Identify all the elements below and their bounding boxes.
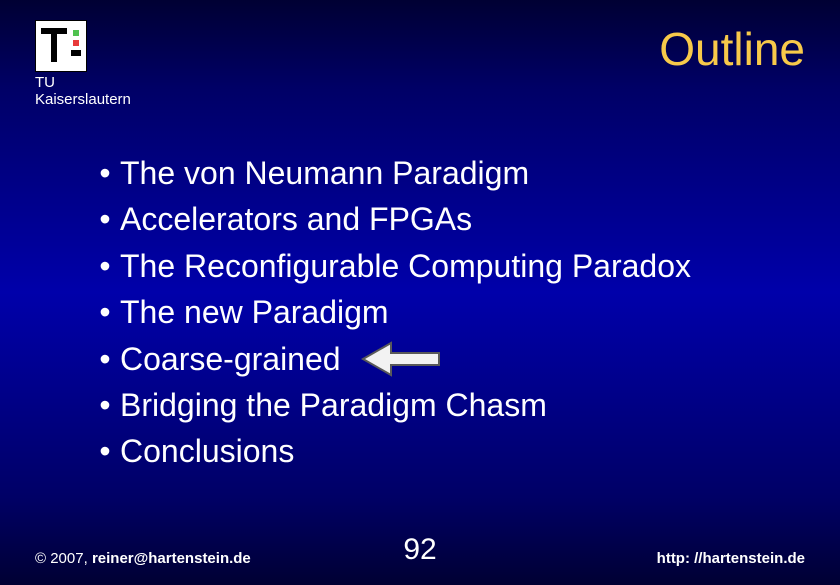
copyright-email: reiner@hartenstein.de [92,550,251,567]
org-name: TU Kaiserslautern [35,74,805,109]
slide-footer: © 2007, reiner@hartenstein.de 92 http: /… [0,550,840,567]
page-number: 92 [403,533,436,567]
footer-url: http: //hartenstein.de [657,550,805,567]
org-line1: TU [35,74,805,91]
bullet-dot-icon: • [90,289,120,335]
slide-header: TU Kaiserslautern Outline [0,0,840,110]
bullet-item: •The new Paradigm [90,289,810,335]
bullet-text: Accelerators and FPGAs [120,196,472,242]
bullet-text: Conclusions [120,428,294,474]
bullet-list: •The von Neumann Paradigm•Accelerators a… [0,110,840,475]
bullet-item: •The von Neumann Paradigm [90,150,810,196]
bullet-dot-icon: • [90,336,120,382]
bullet-text: The von Neumann Paradigm [120,150,529,196]
org-line2: Kaiserslautern [35,91,805,108]
bullet-text: The Reconfigurable Computing Paradox [120,243,691,289]
bullet-dot-icon: • [90,428,120,474]
tu-logo [35,20,87,72]
bullet-item: •Bridging the Paradigm Chasm [90,382,810,428]
slide-title: Outline [659,22,805,76]
bullet-text: Coarse-grained [120,336,341,382]
bullet-text: Bridging the Paradigm Chasm [120,382,547,428]
bullet-dot-icon: • [90,150,120,196]
bullet-item: •Conclusions [90,428,810,474]
copyright: © 2007, reiner@hartenstein.de [35,550,251,567]
bullet-item: •Coarse-grained [90,336,810,382]
bullet-dot-icon: • [90,196,120,242]
bullet-item: •The Reconfigurable Computing Paradox [90,243,810,289]
bullet-item: •Accelerators and FPGAs [90,196,810,242]
arrow-left-icon [361,341,441,377]
bullet-text: The new Paradigm [120,289,389,335]
bullet-dot-icon: • [90,243,120,289]
copyright-year: © 2007, [35,550,88,567]
bullet-dot-icon: • [90,382,120,428]
